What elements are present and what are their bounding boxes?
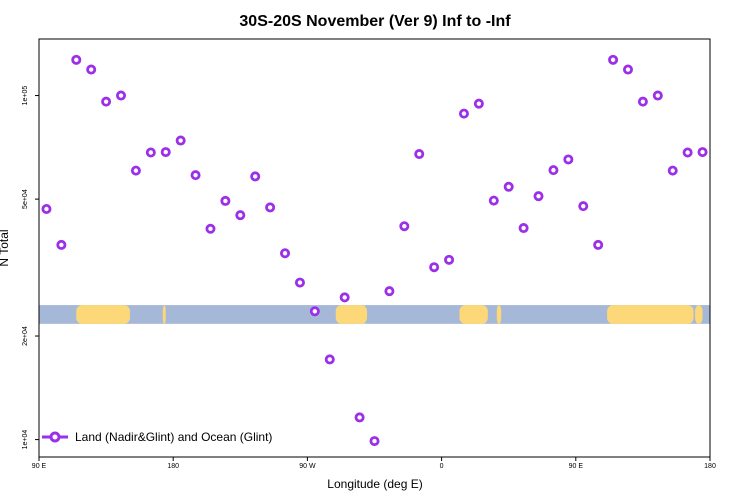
x-tick-label-0: 90 E xyxy=(32,463,47,470)
band-land-5 xyxy=(496,305,502,324)
x-axis-label: Longitude (deg E) xyxy=(327,477,422,491)
data-point-23 xyxy=(384,286,395,297)
data-point-4 xyxy=(101,96,112,107)
data-point-24 xyxy=(399,221,410,232)
data-point-39 xyxy=(622,64,633,75)
data-point-8 xyxy=(160,147,171,158)
y-axis-label: N Total xyxy=(0,229,11,266)
data-point-17 xyxy=(294,277,305,288)
data-point-10 xyxy=(190,170,201,181)
data-point-0 xyxy=(41,203,52,214)
data-point-30 xyxy=(488,195,499,206)
band-land-6 xyxy=(607,305,694,324)
data-point-33 xyxy=(533,191,544,202)
data-points xyxy=(41,54,708,447)
data-point-25 xyxy=(414,149,425,160)
data-point-28 xyxy=(458,108,469,119)
data-point-34 xyxy=(548,165,559,176)
band-land-1 xyxy=(162,305,166,324)
data-point-26 xyxy=(429,262,440,273)
legend-label: Land (Nadir&Glint) and Ocean (Glint) xyxy=(75,430,272,444)
y-tick-label-3: 1e+05 xyxy=(22,86,29,106)
band-land-0 xyxy=(76,305,130,324)
data-point-44 xyxy=(697,147,708,158)
x-tick-label-2: 90 W xyxy=(299,463,316,470)
map-band xyxy=(39,305,710,324)
data-point-31 xyxy=(503,181,514,192)
legend-marker xyxy=(49,431,61,443)
data-point-43 xyxy=(682,147,693,158)
data-point-9 xyxy=(175,135,186,146)
data-point-40 xyxy=(637,96,648,107)
band-land-3 xyxy=(362,305,366,324)
band-ocean xyxy=(39,305,710,324)
data-point-27 xyxy=(444,254,455,265)
band-land-4 xyxy=(459,305,488,324)
y-tick-label-1: 2e+04 xyxy=(22,326,29,346)
data-point-15 xyxy=(265,202,276,213)
data-point-7 xyxy=(145,147,156,158)
y-axis: 1e+04 2e+04 5e+04 1e+05 xyxy=(22,86,39,450)
data-point-37 xyxy=(593,239,604,250)
chart-title: 30S-20S November (Ver 9) Inf to -Inf xyxy=(239,13,511,30)
data-point-19 xyxy=(324,354,335,365)
data-point-16 xyxy=(280,248,291,259)
data-point-11 xyxy=(205,223,216,234)
x-axis: 90 E 180 90 W 0 90 E 180 xyxy=(32,457,716,470)
x-tick-label-1: 180 xyxy=(167,463,179,470)
data-point-5 xyxy=(116,90,127,101)
x-tick-label-3: 0 xyxy=(440,463,444,470)
data-point-22 xyxy=(369,436,380,447)
y-tick-label-2: 5e+04 xyxy=(22,189,29,209)
band-land-7 xyxy=(669,305,681,324)
data-point-35 xyxy=(563,154,574,165)
data-point-1 xyxy=(56,239,67,250)
data-point-6 xyxy=(130,165,141,176)
x-tick-label-5: 180 xyxy=(704,463,716,470)
band-land-9 xyxy=(695,305,703,324)
data-point-41 xyxy=(652,90,663,101)
data-point-3 xyxy=(86,64,97,75)
data-point-14 xyxy=(250,171,261,182)
y-tick-label-0: 1e+04 xyxy=(22,430,29,450)
plot-frame xyxy=(38,38,711,458)
x-tick-label-4: 90 E xyxy=(569,463,584,470)
data-point-2 xyxy=(71,54,82,65)
data-point-21 xyxy=(354,412,365,423)
legend: Land (Nadir&Glint) and Ocean (Glint) xyxy=(42,430,272,444)
band-land-8 xyxy=(681,305,688,324)
data-point-42 xyxy=(667,165,678,176)
data-point-32 xyxy=(518,223,529,234)
data-point-38 xyxy=(608,54,619,65)
data-point-20 xyxy=(339,292,350,303)
data-point-36 xyxy=(578,201,589,212)
band-land-2 xyxy=(335,305,368,324)
data-point-12 xyxy=(220,195,231,206)
data-point-18 xyxy=(309,306,320,317)
data-point-13 xyxy=(235,210,246,221)
data-point-29 xyxy=(473,98,484,109)
